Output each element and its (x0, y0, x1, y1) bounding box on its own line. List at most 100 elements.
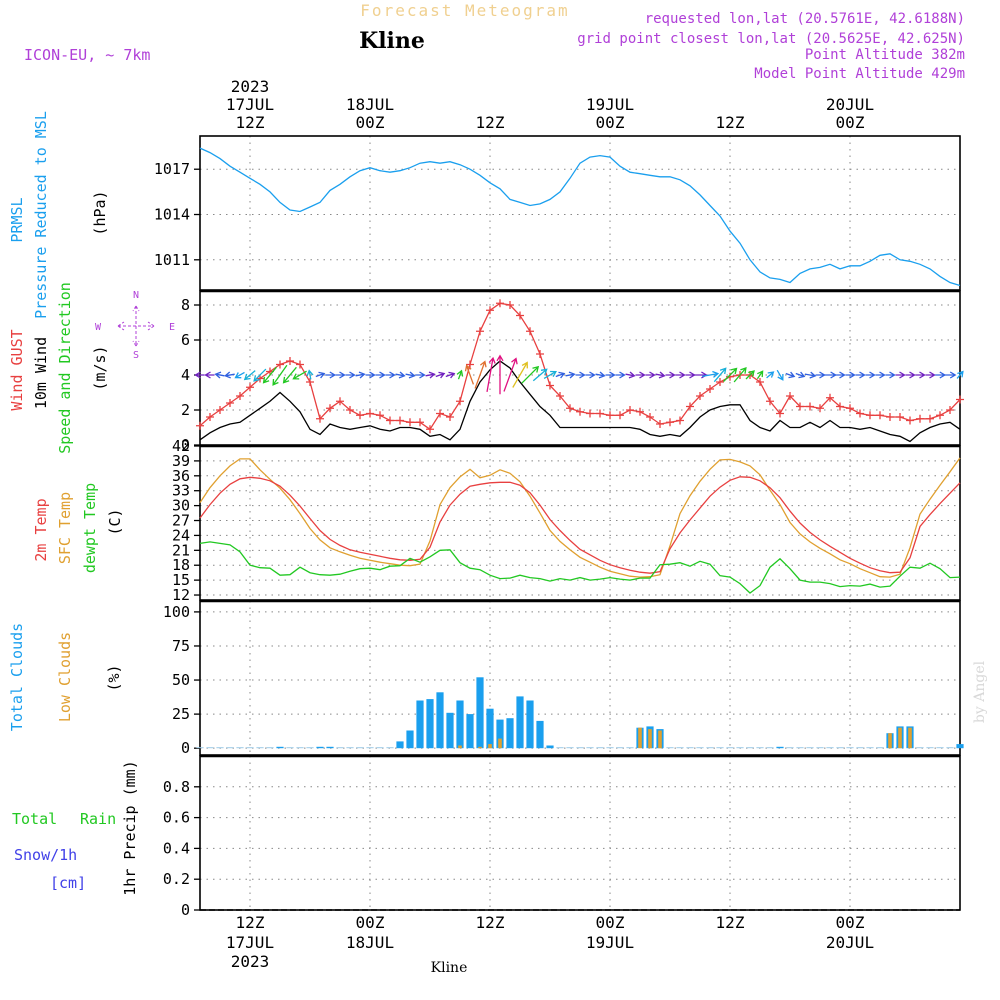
wind-direction-arrow (675, 371, 686, 379)
low-clouds-label: Low Clouds (56, 632, 74, 722)
wind-direction-arrow (486, 356, 496, 393)
wind-direction-arrow (585, 371, 596, 379)
wind-gust-point (856, 409, 864, 418)
wind-gust-point (386, 416, 394, 425)
total-cloud-bar (806, 747, 814, 749)
wind-gust-point (216, 406, 224, 414)
bottom-date-label: 20JUL (826, 933, 874, 952)
wind-gust-point (346, 406, 354, 414)
wind-gust-point (876, 411, 884, 420)
wind-gust-point (206, 413, 214, 421)
wind-gust-point (196, 421, 204, 430)
wind-gust-point (236, 392, 244, 400)
wind-gust-point (756, 378, 764, 386)
wind-gust-label: Wind GUST (8, 329, 26, 410)
wind-direction-arrow (835, 371, 846, 379)
wind-direction-arrow (685, 371, 696, 379)
bottom-time-label: 12Z (476, 913, 505, 932)
y-tick-label: 2 (181, 401, 190, 419)
temp-2m-label: 2m Temp (32, 498, 50, 561)
total-cloud-bar (446, 712, 454, 749)
wind-direction-arrow (745, 370, 755, 380)
clouds-unit: (%) (105, 664, 123, 691)
y-tick-label: 25 (172, 705, 190, 723)
total-cloud-bar (616, 747, 624, 749)
total-clouds-label: Total Clouds (8, 623, 26, 731)
wind-gust-point (366, 409, 374, 418)
wind-direction-arrow (262, 366, 277, 384)
temp-sfc-label: SFC Temp (56, 492, 74, 564)
y-tick-label: 0 (181, 901, 190, 919)
total-cloud-bar (576, 747, 584, 749)
precip-unit: 1hr Precip (mm) (121, 760, 139, 895)
wind-direction-arrow (804, 371, 817, 379)
total-cloud-bar (956, 744, 964, 749)
total-cloud-bar (476, 677, 484, 749)
snow-label: Snow/1h (14, 846, 77, 864)
wind-direction-arrow (756, 370, 764, 380)
wind-gust-point (586, 409, 594, 418)
wind-direction-arrow (405, 371, 416, 379)
bottom-time-label: 00Z (596, 913, 625, 932)
wind-direction-arrow (785, 371, 796, 379)
total-cloud-bar (726, 747, 734, 749)
wind-unit: (m/s) (91, 345, 109, 390)
header-gridpoint: grid point closest lon,lat (20.5625E, 42… (577, 31, 965, 47)
wind-direction-arrow (214, 371, 225, 379)
footer-location: Kline (431, 960, 468, 976)
wind-gust-point (296, 360, 304, 369)
wind-direction-arrow (635, 371, 646, 379)
total-cloud-bar (456, 700, 464, 749)
y-tick-label: 18 (172, 556, 190, 574)
total-cloud-bar (766, 747, 774, 749)
total-cloud-bar (736, 747, 744, 749)
wind-gust-point (416, 418, 424, 427)
y-tick-label: 6 (181, 331, 190, 349)
header-model: ICON-EU, ~ 7km (24, 46, 150, 64)
panel-frame-wind (199, 290, 961, 446)
wind-gust-point (456, 397, 464, 406)
total-cloud-bar (816, 747, 824, 749)
wind-direction-arrow (521, 365, 540, 384)
wind-direction-arrow (956, 370, 964, 379)
wind-gust-point (506, 301, 514, 309)
wind-gust-point (406, 418, 414, 427)
wind-gust-point (226, 399, 234, 407)
y-tick-label: 0.6 (163, 809, 190, 827)
wind-gust-point (716, 378, 724, 386)
wind-direction-arrow (824, 371, 837, 379)
pressure-unit: (hPa) (91, 190, 109, 235)
bottom-time-label: 00Z (836, 913, 865, 932)
y-tick-label: 15 (172, 571, 190, 589)
bottom-date-label: 17JUL (226, 933, 274, 952)
wind-gust-point (726, 372, 734, 381)
wind-direction-arrow (665, 371, 676, 379)
top-date-label: 20JUL (826, 95, 874, 114)
total-cloud-bar (836, 747, 844, 749)
wind-gust-point (566, 404, 574, 413)
wind-direction-arrow (895, 371, 906, 379)
wind-direction-arrow (915, 371, 926, 379)
total-cloud-bar (276, 746, 284, 749)
top-date-label: 18JUL (346, 95, 394, 114)
wind-gust-point (326, 404, 334, 413)
wind-direction-arrow (543, 370, 557, 379)
wind-direction-arrow (693, 371, 708, 379)
total-cloud-bar (536, 720, 544, 749)
y-tick-label: 42 (172, 437, 190, 455)
total-cloud-bar (376, 747, 384, 749)
wind-gust-point (866, 411, 874, 420)
y-tick-label: 0.4 (163, 839, 190, 857)
y-tick-label: 1014 (154, 206, 190, 224)
total-cloud-bar (326, 746, 334, 749)
compass-s: S (133, 350, 139, 361)
wind-gust-point (606, 411, 614, 420)
total-cloud-bar (226, 747, 234, 749)
panel-frame-clouds (199, 600, 961, 756)
total-cloud-bar (566, 747, 574, 749)
total-cloud-bar (606, 747, 614, 749)
total-cloud-bar (406, 730, 414, 749)
wind-gust-point (916, 414, 924, 423)
wind-direction-arrow (944, 371, 957, 379)
wind-gust-point (676, 416, 684, 425)
